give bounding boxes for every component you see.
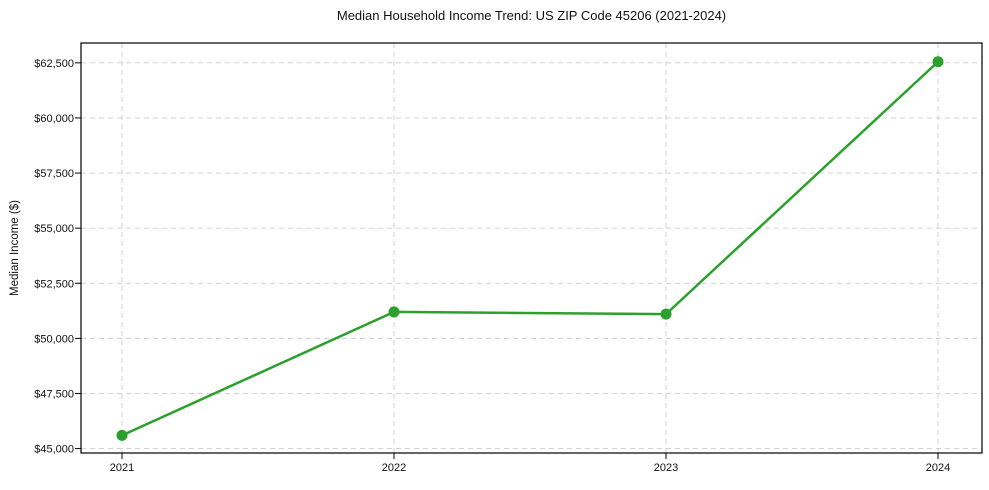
y-tick-label: $62,500 xyxy=(34,58,74,70)
data-line xyxy=(120,60,940,437)
data-point-2024 xyxy=(932,56,944,68)
y-tick-label: $47,500 xyxy=(34,388,74,400)
x-tick-label: 2023 xyxy=(654,462,678,474)
data-point-2021 xyxy=(116,429,128,441)
data-point-2022 xyxy=(388,306,400,318)
plot-border xyxy=(80,42,983,454)
y-tick-label: $60,000 xyxy=(34,113,74,125)
x-tick-label: 2021 xyxy=(110,462,134,474)
y-tick-label: $55,000 xyxy=(34,223,74,235)
y-tick-label: $45,000 xyxy=(34,444,74,456)
y-tick-label: $50,000 xyxy=(34,333,74,345)
y-tick-label: $57,500 xyxy=(34,168,74,180)
y-tick-label: $52,500 xyxy=(34,278,74,290)
chart-title: Median Household Income Trend: US ZIP Co… xyxy=(336,8,727,23)
data-point-2023 xyxy=(660,308,672,320)
x-tick-label: 2024 xyxy=(926,462,950,474)
x-tick-label: 2022 xyxy=(382,462,406,474)
